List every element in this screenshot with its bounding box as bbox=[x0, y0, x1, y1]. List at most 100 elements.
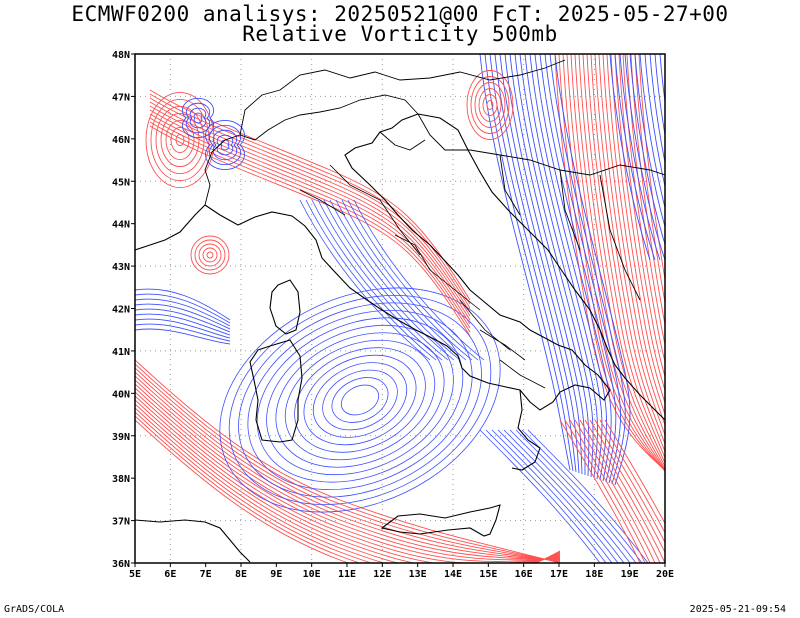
negative-vorticity-contour bbox=[515, 429, 637, 563]
negative-vorticity-contour bbox=[609, 54, 651, 261]
negative-vorticity-contour bbox=[193, 112, 203, 124]
lat-tick-label: 41N bbox=[112, 347, 130, 358]
lon-tick-label: 11E bbox=[338, 569, 356, 580]
lat-tick-label: 47N bbox=[112, 92, 130, 103]
positive-vorticity-contour bbox=[135, 403, 561, 563]
coastlines-and-borders bbox=[135, 59, 665, 563]
negative-vorticity-contour bbox=[519, 54, 598, 479]
positive-vorticity-contour bbox=[570, 54, 665, 472]
negative-vorticity-contour bbox=[135, 288, 231, 321]
negative-vorticity-contour bbox=[247, 310, 473, 490]
positive-vorticity-contour bbox=[574, 419, 656, 563]
positive-vorticity-contour bbox=[135, 387, 561, 562]
positive-vorticity-contour bbox=[564, 419, 646, 563]
positive-vorticity-contour bbox=[574, 54, 665, 470]
lat-tick-label: 43N bbox=[112, 262, 130, 273]
italy-coastline bbox=[204, 113, 611, 411]
negative-vorticity-contour bbox=[212, 129, 238, 161]
positive-vorticity-contour bbox=[604, 419, 665, 525]
lat-tick-label: 38N bbox=[112, 474, 130, 485]
negative-vorticity-contour bbox=[299, 199, 431, 361]
positive-vorticity-contour bbox=[170, 126, 190, 154]
render-timestamp: 2025-05-21-09:54 bbox=[689, 604, 786, 615]
negative-vorticity-contour bbox=[189, 107, 207, 129]
lat-tick-label: 44N bbox=[112, 220, 130, 231]
negative-vorticity-contour bbox=[135, 323, 231, 342]
positive-vorticity-contour bbox=[622, 54, 665, 364]
negative-vorticity-contour bbox=[256, 317, 464, 483]
lat-lon-grid bbox=[135, 54, 665, 563]
negative-vorticity-contour bbox=[181, 97, 215, 139]
positive-vorticity-contour bbox=[135, 419, 561, 563]
positive-vorticity-contour bbox=[474, 82, 506, 128]
lat-tick-label: 42N bbox=[112, 305, 130, 316]
positive-vorticity-contour bbox=[470, 76, 510, 134]
positive-vorticity-contour bbox=[149, 109, 471, 321]
negative-vorticity-contour bbox=[639, 54, 665, 210]
positive-vorticity-contour bbox=[155, 105, 205, 175]
negative-vorticity-contour bbox=[329, 199, 461, 361]
tunisia-coastline bbox=[135, 519, 251, 563]
sardinia-coastline bbox=[249, 339, 303, 443]
positive-vorticity-contour bbox=[135, 415, 561, 563]
negative-vorticity-contour bbox=[317, 199, 449, 361]
longitude-tick-labels: 5E 6E 7E 8E 9E 10E 11E 12E 13E 14E 15E 16E 17E 18E 19E… bbox=[129, 563, 674, 580]
corsica-coastline bbox=[269, 279, 301, 335]
positive-vorticity-contour bbox=[589, 419, 665, 554]
lon-tick-label: 15E bbox=[479, 569, 497, 580]
negative-vorticity-contour bbox=[489, 54, 577, 473]
positive-vorticity-contour bbox=[190, 235, 230, 275]
negative-vorticity-contour bbox=[521, 429, 643, 563]
negative-vorticity-contour bbox=[549, 54, 626, 485]
lat-tick-label: 37N bbox=[112, 517, 130, 528]
positive-vorticity-contour bbox=[466, 70, 514, 140]
negative-vorticity-contour bbox=[275, 332, 445, 468]
negative-vorticity-contour bbox=[208, 124, 242, 166]
positive-vorticity-contour bbox=[135, 383, 561, 561]
positive-vorticity-contour bbox=[160, 112, 200, 168]
negative-vorticity-contour bbox=[479, 429, 601, 563]
french-coastline bbox=[135, 204, 206, 251]
negative-vorticity-contour bbox=[619, 54, 661, 261]
positive-vorticity-contour bbox=[482, 94, 498, 116]
negative-vorticity-contour bbox=[341, 199, 473, 361]
positive-vorticity-contour bbox=[135, 375, 561, 561]
negative-vorticity-contour bbox=[216, 134, 234, 156]
central-european-borders bbox=[239, 59, 566, 136]
negative-vorticity-contour bbox=[205, 119, 245, 171]
lat-tick-label: 46N bbox=[112, 135, 130, 146]
negative-vorticity-contour bbox=[524, 54, 603, 480]
positive-vorticity-contour bbox=[634, 54, 665, 306]
positive-vorticity-contour bbox=[149, 105, 471, 317]
negative-vorticity-contour bbox=[494, 54, 580, 474]
positive-vorticity-contour bbox=[486, 100, 494, 110]
negative-vorticity-contour bbox=[624, 54, 665, 261]
negative-vorticity-contour bbox=[503, 429, 625, 563]
positive-vorticity-contour bbox=[590, 54, 665, 454]
lat-tick-label: 40N bbox=[112, 389, 130, 400]
negative-vorticity-contour bbox=[266, 324, 454, 476]
positive-vorticity-contour bbox=[579, 419, 661, 563]
negative-vorticity-contour bbox=[135, 298, 231, 327]
positive-vorticity-contour bbox=[602, 54, 665, 427]
positive-vorticity-contour bbox=[562, 54, 665, 472]
negative-vorticity-contour bbox=[238, 302, 482, 498]
positive-vorticity-contour bbox=[135, 367, 561, 562]
negative-vorticity-contour bbox=[497, 429, 619, 563]
positive-vorticity-contour bbox=[175, 134, 185, 146]
positive-vorticity-contour bbox=[135, 379, 561, 560]
lat-tick-label: 48N bbox=[112, 50, 130, 61]
positive-vorticity-contour bbox=[202, 247, 218, 263]
positive-vorticity-contour bbox=[135, 391, 561, 563]
negative-vorticity-contour bbox=[303, 354, 417, 446]
latitude-tick-labels: 36N 37N 38N 39N 40N 41N 42N 43N 44N 45N 46N 47N 48N bbox=[112, 50, 135, 570]
positive-vorticity-contour bbox=[135, 371, 561, 562]
negative-vorticity-contour bbox=[335, 199, 467, 361]
positive-vorticity-contour bbox=[135, 399, 561, 563]
negative-vorticity-contour bbox=[664, 54, 665, 60]
positive-vorticity-contour bbox=[206, 251, 214, 259]
lon-tick-label: 12E bbox=[373, 569, 391, 580]
negative-vorticity-contour bbox=[353, 199, 485, 361]
positive-vorticity-contour bbox=[582, 54, 665, 465]
